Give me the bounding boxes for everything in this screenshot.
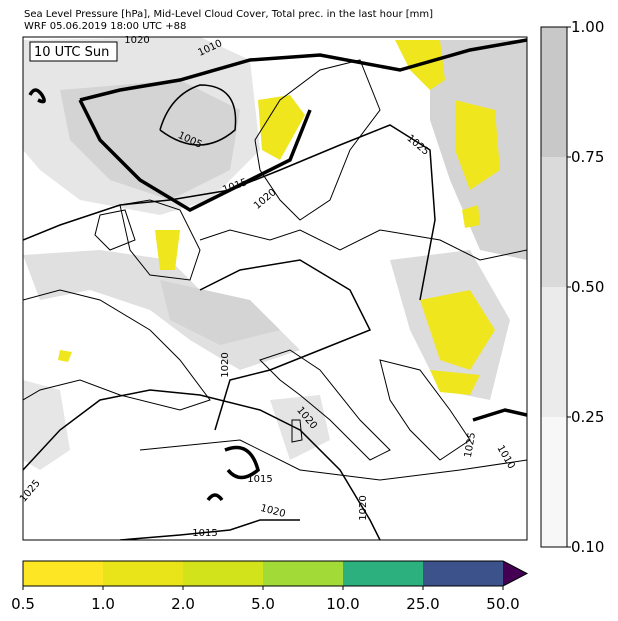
- contour-label: 1015: [247, 474, 272, 485]
- map-frame: [22, 36, 528, 541]
- tick-label: 1.0: [91, 595, 115, 613]
- colorbar-segment: [423, 561, 504, 586]
- contour-label: 1020: [358, 495, 369, 520]
- tick-label: 10.0: [326, 595, 359, 613]
- colorbar-segment: [541, 27, 567, 157]
- colorbar-segment: [541, 157, 567, 287]
- tick-label: 50.0: [486, 595, 519, 613]
- tick-label: 0.10: [571, 538, 604, 556]
- tick-label: 2.0: [171, 595, 195, 613]
- tick-label: 0.75: [571, 148, 604, 166]
- time-box: [29, 41, 118, 62]
- title-line: Sea Level Pressure [hPa], Mid-Level Clou…: [24, 9, 433, 20]
- colorbar-segment: [541, 287, 567, 417]
- subtitle-line: WRF 05.06.2019 18:00 UTC +88: [24, 21, 186, 32]
- isobars: [23, 38, 527, 540]
- tick-label: 25.0: [406, 595, 439, 613]
- colorbar-segment: [23, 561, 104, 586]
- contour-label: 1025: [463, 432, 478, 459]
- contour-label: 1020: [124, 35, 149, 46]
- map: 10 UTC Sun 1020 1010100510151020102510201…: [18, 35, 528, 541]
- tick-label: 0.50: [571, 278, 604, 296]
- cloud-cover: [23, 37, 527, 470]
- time-label: 10 UTC Sun: [34, 45, 109, 60]
- colorbar-segment: [183, 561, 264, 586]
- colorbar-segment: [541, 417, 567, 547]
- colorbar-extension: [503, 561, 527, 586]
- coastlines: [23, 59, 527, 481]
- precip-colorbar: 0.5 1.0 2.0 5.0 10.0 25.0 50.0: [11, 560, 529, 613]
- colorbar-segment: [263, 561, 344, 586]
- tick-label: 0.25: [571, 408, 604, 426]
- colorbar-frame: [22, 560, 529, 587]
- tick-label: 0.5: [11, 595, 35, 613]
- colorbar-segment: [343, 561, 424, 586]
- colorbar-segment: [103, 561, 184, 586]
- contour-label: 1020: [220, 352, 231, 377]
- tick-label: 5.0: [251, 595, 275, 613]
- contour-label: 1015: [192, 528, 217, 539]
- tick-label: 1.00: [571, 18, 604, 36]
- cloud-colorbar: 0.10 0.25 0.50 0.75 1.00: [540, 18, 604, 556]
